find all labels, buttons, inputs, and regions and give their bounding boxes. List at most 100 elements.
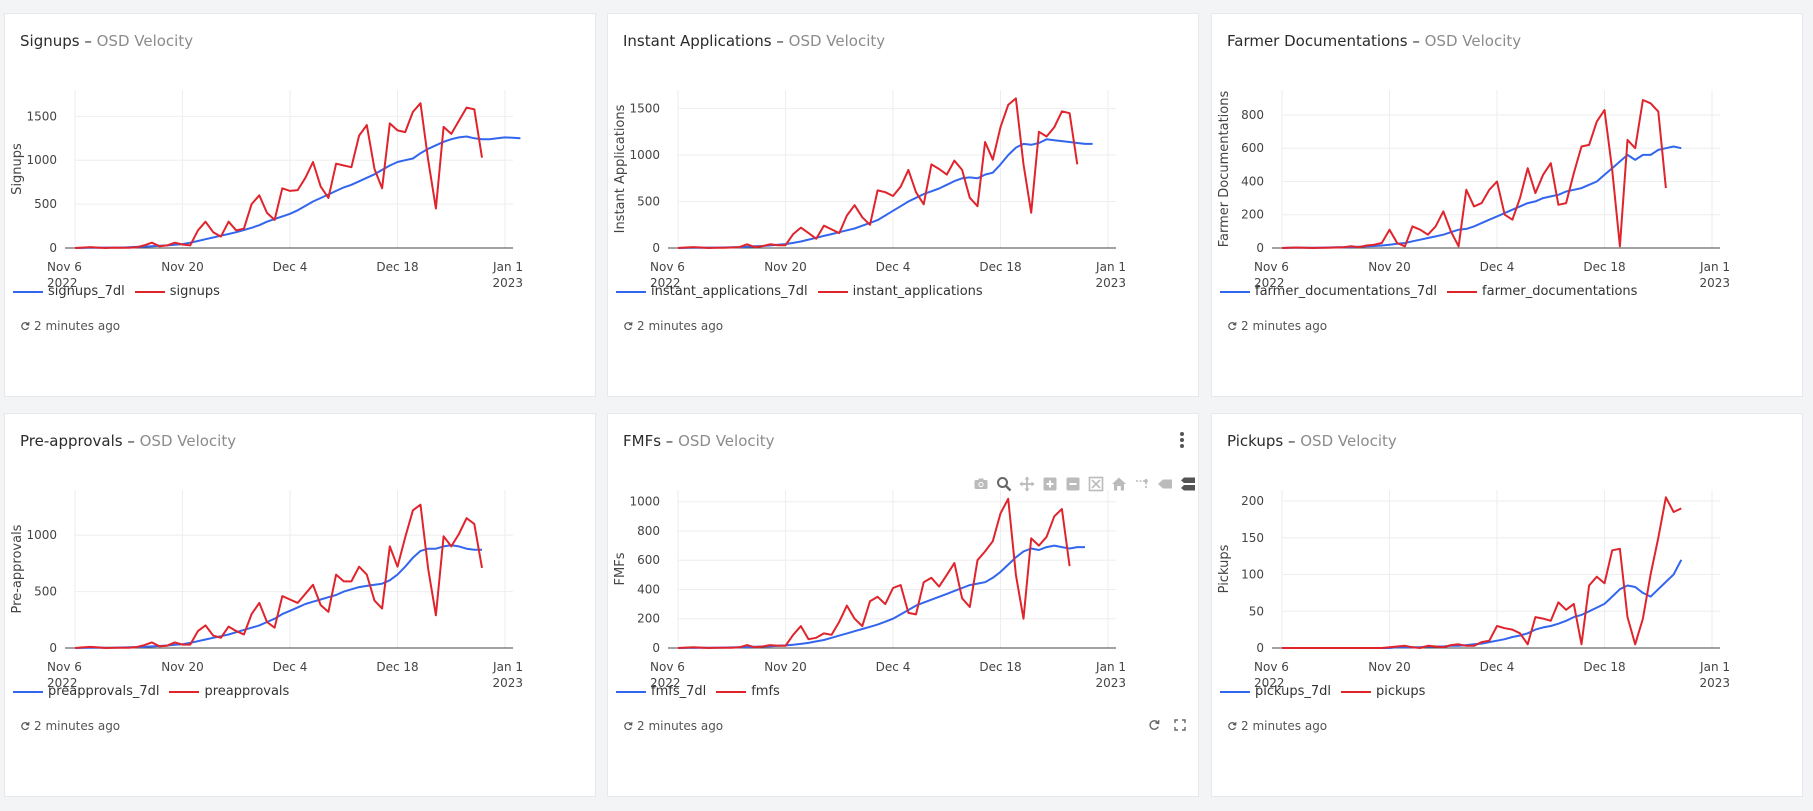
y-tick-label: 0 (652, 641, 660, 655)
y-axis-title: Farmer Documentations (1217, 91, 1232, 248)
y-tick-label: 100 (1241, 568, 1264, 582)
legend-label: instant_applications (852, 284, 983, 299)
y-tick-label: 50 (1249, 604, 1264, 618)
series-line-pickups_7dl[interactable] (1282, 559, 1683, 649)
autoscale-icon[interactable] (1088, 476, 1104, 492)
legend-label: preapprovals_7dl (48, 684, 160, 699)
legend-item-farmer_documentations_7dl[interactable]: farmer_documentations_7dl (1220, 284, 1437, 299)
legend-label: farmer_documentations (1482, 284, 1638, 299)
home-icon[interactable] (1111, 476, 1127, 492)
card-title-dash: – (1283, 432, 1301, 450)
y-tick-label: 1500 (629, 102, 660, 116)
hover-closest-icon[interactable] (1157, 476, 1173, 492)
line-chart[interactable]: Nov 6 2022 Nov 20 Dec 4 Dec 18 Jan 1 2023 0 50 10… (1212, 474, 1804, 744)
legend-label: pickups (1376, 684, 1426, 699)
series-line-pickups[interactable] (1282, 496, 1682, 649)
pan-icon[interactable] (1019, 476, 1035, 492)
card-title-dash: – (771, 32, 789, 50)
legend-swatch (1220, 290, 1250, 293)
zoom-icon[interactable] (996, 476, 1012, 492)
legend-item-preapprovals_7dl[interactable]: preapprovals_7dl (13, 684, 159, 699)
series-line-fmfs[interactable] (677, 497, 1071, 649)
card-title-dash: – (79, 32, 97, 50)
x-tick-label: Nov 6 (650, 260, 685, 274)
legend-swatch (13, 290, 43, 293)
x-tick-label: Nov 6 (47, 260, 82, 274)
card-title-main: Pre-approvals (20, 432, 123, 450)
y-axis-title: Pre-approvals (10, 524, 25, 613)
refresh-icon (21, 322, 30, 331)
series-line-instant_applications_7dl[interactable] (677, 138, 1093, 249)
x-tick-label: Dec 18 (979, 660, 1021, 674)
x-tick-label: Nov 20 (161, 660, 204, 674)
zoom-out-icon[interactable] (1065, 476, 1081, 492)
legend-item-preapprovals[interactable]: preapprovals (169, 684, 289, 699)
card-title-subtitle: OSD Velocity (96, 32, 194, 50)
camera-icon[interactable] (973, 476, 989, 492)
x-tick-label-year: 2022 (1254, 676, 1285, 690)
x-tick-label-year: 2023 (1095, 676, 1126, 690)
legend-item-farmer_documentations[interactable]: farmer_documentations (1447, 284, 1637, 299)
x-tick-label: Dec 18 (376, 260, 418, 274)
x-tick-label-year: 2023 (1699, 676, 1730, 690)
last-updated: 2 minutes ago (20, 719, 120, 733)
series-line-preapprovals_7dl[interactable] (74, 544, 482, 649)
legend-item-instant_applications_7dl[interactable]: instant_applications_7dl (616, 284, 808, 299)
card-title-subtitle: OSD Velocity (678, 432, 775, 450)
legend-item-pickups_7dl[interactable]: pickups_7dl (1220, 684, 1331, 699)
x-tick-label: Dec 4 (1480, 660, 1515, 674)
series-line-preapprovals[interactable] (74, 503, 483, 649)
legend-item-fmfs[interactable]: fmfs (716, 684, 780, 699)
series-line-fmfs_7dl[interactable] (677, 544, 1085, 649)
x-tick-label: Nov 20 (764, 260, 807, 274)
card-title-dash: – (661, 432, 679, 450)
series-line-instant_applications[interactable] (677, 97, 1079, 249)
y-tick-label: 0 (49, 641, 57, 655)
series-line-signups[interactable] (74, 102, 483, 249)
spike-lines-icon[interactable] (1134, 476, 1150, 492)
y-axis-title: Instant Applications (613, 104, 628, 233)
line-chart[interactable]: Nov 6 2022 Nov 20 Dec 4 Dec 18 Jan 1 2023 0 500 1… (608, 74, 1200, 344)
kebab-icon[interactable] (1180, 432, 1184, 448)
legend-label: instant_applications_7dl (651, 284, 808, 299)
card-title-main: Pickups (1227, 432, 1284, 450)
chart-card-fmfs: FMFs – OSD Velocity Nov 6 2022 Nov 20 Dec 4… (607, 413, 1199, 797)
legend-item-instant_applications[interactable]: instant_applications (817, 284, 983, 299)
y-tick-label: 1000 (26, 528, 57, 542)
line-chart[interactable]: Nov 6 2022 Nov 20 Dec 4 Dec 18 Jan 1 2023 0 200 4… (1212, 74, 1804, 344)
zoom-in-icon[interactable] (1042, 476, 1058, 492)
card-title-main: FMFs (623, 432, 662, 450)
legend: preapprovals_7dl preapprovals (13, 684, 299, 699)
x-tick-label-year: 2022 (47, 276, 78, 290)
card-title-subtitle: OSD Velocity (1300, 432, 1397, 450)
x-tick-label: Nov 6 (650, 660, 685, 674)
y-axis-title: Signups (10, 143, 25, 195)
last-updated-text: 2 minutes ago (34, 719, 121, 733)
series-line-farmer_documentations[interactable] (1281, 99, 1667, 249)
y-tick-label: 1500 (26, 109, 57, 123)
line-chart[interactable]: Nov 6 2022 Nov 20 Dec 4 Dec 18 Jan 1 2023 0 200 4… (608, 474, 1200, 744)
legend-item-signups[interactable]: signups (134, 284, 220, 299)
line-chart[interactable]: Nov 6 2022 Nov 20 Dec 4 Dec 18 Jan 1 2023 0 500 1… (5, 74, 597, 344)
x-tick-label: Jan 1 (1095, 660, 1126, 674)
y-tick-label: 800 (1241, 108, 1264, 122)
refresh-icon[interactable] (1148, 719, 1160, 731)
x-tick-label: Jan 1 (492, 660, 523, 674)
x-tick-label-year: 2023 (492, 276, 523, 290)
legend: signups_7dl signups (13, 284, 230, 299)
card-title-subtitle: OSD Velocity (139, 432, 237, 450)
x-tick-label: Dec 4 (273, 660, 308, 674)
fullscreen-icon[interactable] (1174, 719, 1186, 731)
line-chart[interactable]: Nov 6 2022 Nov 20 Dec 4 Dec 18 Jan 1 2023 0 500 1… (5, 474, 597, 744)
legend-item-signups_7dl[interactable]: signups_7dl (13, 284, 125, 299)
series-line-signups_7dl[interactable] (74, 135, 521, 249)
hover-compare-icon[interactable] (1180, 476, 1196, 492)
x-tick-label: Dec 4 (876, 660, 911, 674)
card-title: Pickups – OSD Velocity (1227, 432, 1397, 450)
legend-item-pickups[interactable]: pickups (1341, 684, 1425, 699)
legend-item-fmfs_7dl[interactable]: fmfs_7dl (616, 684, 706, 699)
legend-label: fmfs (751, 684, 780, 699)
card-title: Instant Applications – OSD Velocity (623, 32, 885, 50)
card-title-main: Instant Applications (623, 32, 772, 50)
y-tick-label: 500 (34, 197, 57, 211)
